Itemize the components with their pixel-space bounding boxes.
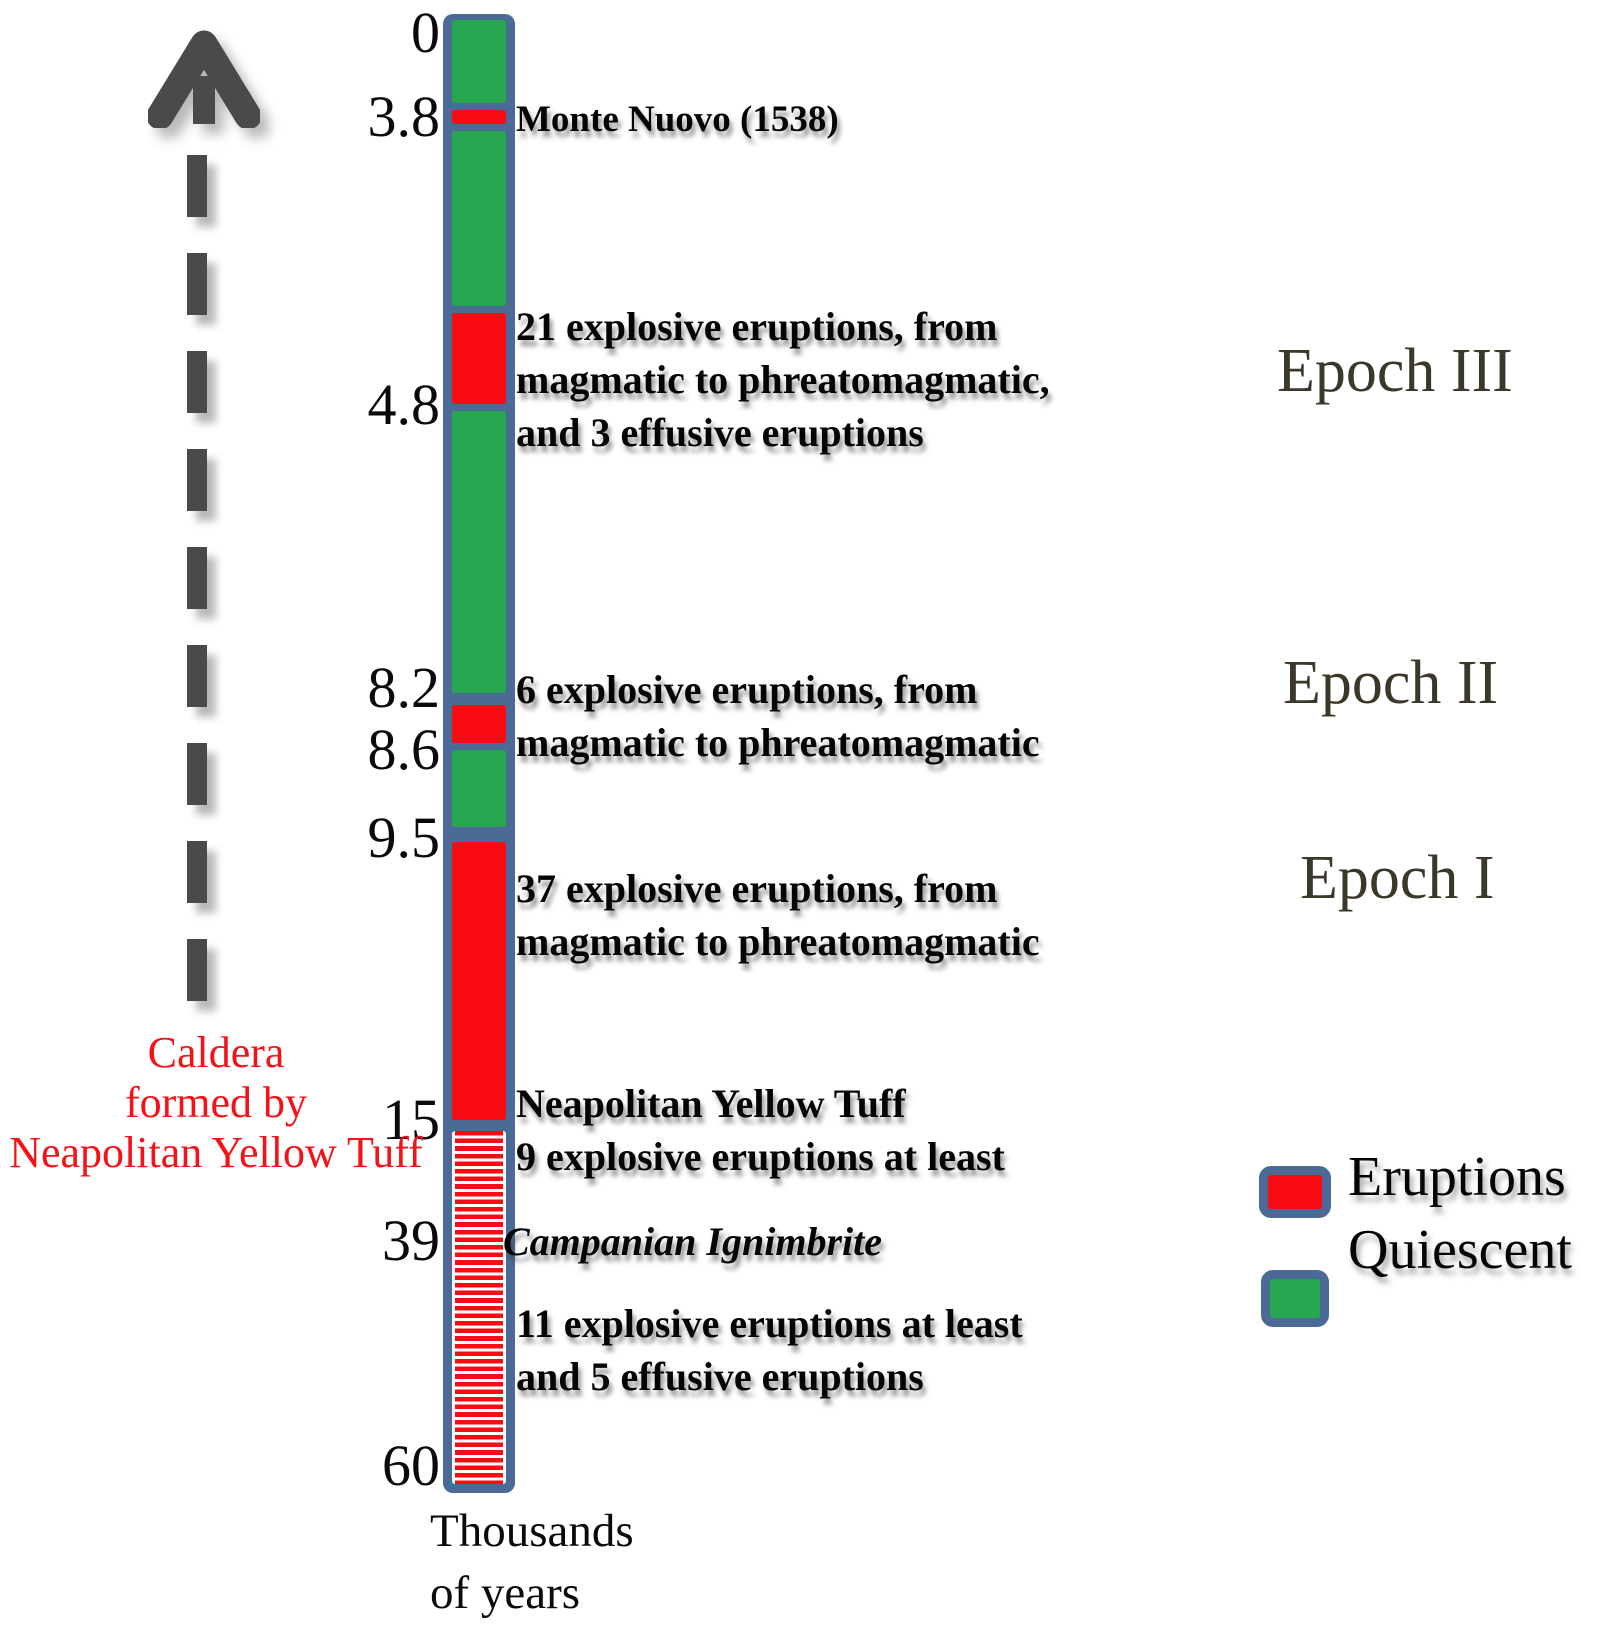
epoch3-description-line-3: and 3 effusive eruptions xyxy=(516,410,924,455)
epoch2-description-line-2: magmatic to phreatomagmatic xyxy=(516,720,1040,765)
epoch-label-epoch-iii: Epoch III xyxy=(1277,337,1513,405)
tick-label-15: 15 xyxy=(382,1087,440,1152)
caldera-note-line-2: formed by xyxy=(124,1078,308,1127)
pre-ci-description-line-1: 11 explosive eruptions at least xyxy=(516,1301,1023,1346)
pre-ci-description: 11 explosive eruptions at least and 5 eff… xyxy=(516,1297,1023,1403)
epoch3-description-line-1: 21 explosive eruptions, from xyxy=(516,304,998,349)
caldera-note-line-1: Caldera xyxy=(147,1028,285,1077)
tick-label-3.8: 3.8 xyxy=(367,84,441,149)
epoch3-description: 21 explosive eruptions, from magmatic to … xyxy=(516,300,1050,459)
epoch-label-epoch-ii: Epoch II xyxy=(1283,649,1499,717)
tick-label-8.6: 8.6 xyxy=(367,717,441,782)
segment-quiescent-3.8-x xyxy=(452,131,506,306)
arrow-dash-9 xyxy=(187,939,207,1001)
campanian-ignimbrite-line-1: Campanian Ignimbrite xyxy=(503,1219,882,1264)
arrow-dash-2 xyxy=(187,253,207,315)
legend-swatch-eruptions xyxy=(1259,1166,1331,1218)
timeline-bar xyxy=(443,14,515,1493)
arrow-dash-3 xyxy=(187,351,207,413)
campanian-ignimbrite: Campanian Ignimbrite xyxy=(503,1215,882,1268)
tick-label-0: 0 xyxy=(411,0,440,65)
axis-title: Thousands of years xyxy=(430,1500,634,1624)
monte-nuovo-line-1: Monte Nuovo (1538) xyxy=(516,99,839,140)
axis-title-line-2: of years xyxy=(430,1567,581,1619)
tick-label-60: 60 xyxy=(382,1433,440,1498)
epoch1-description: 37 explosive eruptions, from magmatic to … xyxy=(516,862,1040,968)
epoch1-description-line-2: magmatic to phreatomagmatic xyxy=(516,919,1040,964)
arrow-dash-6 xyxy=(187,645,207,707)
legend-swatch-quiescent xyxy=(1261,1270,1329,1327)
up-arrow-icon xyxy=(148,30,260,128)
arrow-dash-4 xyxy=(187,449,207,511)
segment-quiescent-8.6-9.5 xyxy=(452,750,506,827)
segment-eruption-8.2-8.6 xyxy=(452,705,506,743)
neapolitan-yellow-tuff-line-2: 9 explosive eruptions at least xyxy=(516,1134,1005,1179)
epoch2-description-line-1: 6 explosive eruptions, from xyxy=(516,667,978,712)
caldera-note: Caldera formed by Neapolitan Yellow Tuff xyxy=(0,1028,432,1178)
segment-eruption-x-4.8 xyxy=(452,313,506,404)
epoch-label-epoch-i: Epoch I xyxy=(1300,844,1495,912)
epoch2-description: 6 explosive eruptions, from magmatic to p… xyxy=(516,663,1040,769)
legend-label-quiescent: Quiescent xyxy=(1348,1219,1572,1281)
segment-eruption-3.8-3.8 xyxy=(452,110,506,124)
arrow-dash-7 xyxy=(187,743,207,805)
segment-quiescent-0-3.8 xyxy=(452,20,506,103)
tick-label-4.8: 4.8 xyxy=(367,372,441,437)
arrow-dash-1 xyxy=(187,155,207,217)
epoch1-description-line-1: 37 explosive eruptions, from xyxy=(516,866,998,911)
neapolitan-yellow-tuff-line-1: Neapolitan Yellow Tuff xyxy=(516,1081,906,1126)
segment-eruption-9.5-15 xyxy=(452,842,506,1120)
pre-ci-description-line-2: and 5 effusive eruptions xyxy=(516,1354,924,1399)
tick-label-39: 39 xyxy=(382,1208,440,1273)
epoch3-description-line-2: magmatic to phreatomagmatic, xyxy=(516,357,1050,402)
arrow-dash-5 xyxy=(187,547,207,609)
tick-label-9.5: 9.5 xyxy=(367,805,441,870)
neapolitan-yellow-tuff: Neapolitan Yellow Tuff 9 explosive erupti… xyxy=(516,1077,1005,1183)
legend-label-eruptions: Eruptions xyxy=(1348,1146,1566,1208)
axis-title-line-1: Thousands xyxy=(430,1505,634,1557)
segment-quiescent-4.8-8.2 xyxy=(452,411,506,693)
segment-eruption-15-60 xyxy=(452,1131,506,1484)
caldera-note-line-3: Neapolitan Yellow Tuff xyxy=(9,1128,423,1177)
arrow-dash-8 xyxy=(187,841,207,903)
monte-nuovo: Monte Nuovo (1538) xyxy=(516,96,839,144)
tick-label-8.2: 8.2 xyxy=(367,655,441,720)
